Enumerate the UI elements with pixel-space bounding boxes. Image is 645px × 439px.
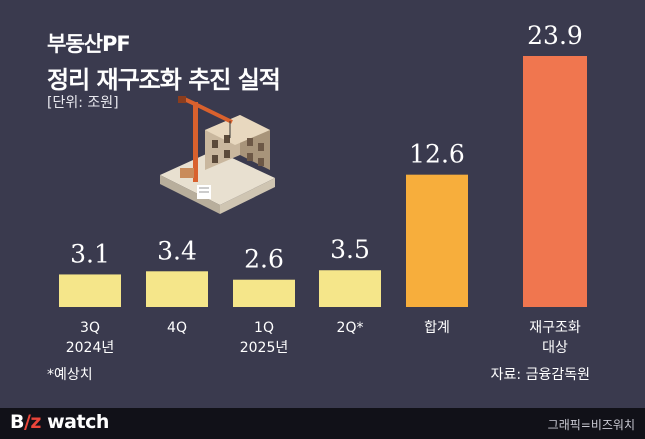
graphic-credit: 그래픽=비즈워치: [547, 418, 635, 432]
bar-4: [406, 174, 468, 307]
category-label-1-0: 4Q: [167, 320, 187, 336]
source-label: 자료: 금융감독원: [490, 367, 590, 383]
chart-title: 정리 재구조화 추진 실적: [47, 66, 281, 94]
footer-bar: B/z watch 그래픽=비즈워치: [0, 408, 645, 439]
value-label-5: 23.9: [527, 21, 583, 50]
value-label-0: 3.1: [70, 239, 110, 268]
category-label-5-0: 재구조화: [529, 320, 581, 336]
bar-1: [146, 271, 208, 307]
category-label-2-1: 2025년: [240, 340, 289, 356]
category-label-5-1: 대상: [542, 340, 568, 356]
bar-3: [319, 270, 381, 307]
unit-label: [단위: 조원]: [47, 95, 119, 111]
construction-crane-icon: [160, 96, 275, 214]
bar-0: [59, 274, 121, 307]
value-label-2: 2.6: [244, 245, 284, 274]
value-label-3: 3.5: [330, 235, 370, 264]
bar-chart: 3.1 3Q 2024년 3.4 4Q 2.6 1Q 2025년 3.5 2Q* 12.6 합계 23.…: [59, 21, 587, 356]
chart-supertitle: 부동산PF: [47, 32, 131, 56]
category-label-4-0: 합계: [424, 320, 450, 336]
bar-5: [523, 56, 587, 307]
category-label-3-0: 2Q*: [337, 320, 364, 336]
category-label-0-0: 3Q: [80, 320, 100, 336]
value-label-1: 3.4: [157, 236, 197, 265]
bizwatch-logo: B/z watch: [10, 411, 109, 433]
bar-2: [233, 279, 295, 307]
category-label-2-0: 1Q: [254, 320, 274, 336]
category-label-0-1: 2024년: [66, 340, 115, 356]
value-label-4: 12.6: [409, 140, 465, 169]
footnote: *예상치: [47, 367, 93, 383]
